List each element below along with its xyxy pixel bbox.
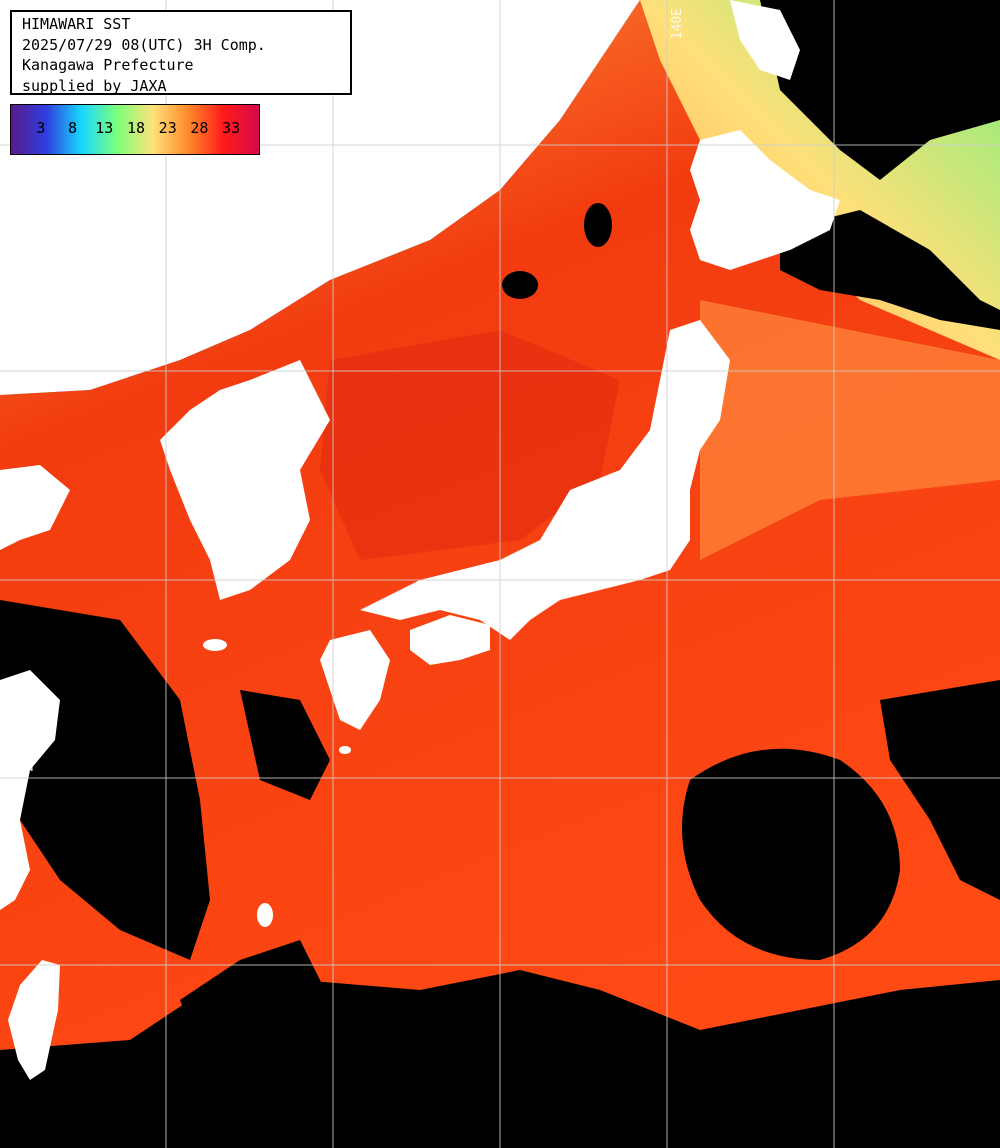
- observation-datetime: 2025/07/29 08(UTC) 3H Comp.: [22, 35, 266, 54]
- colorbar-tick-label: 13: [95, 119, 114, 137]
- colorbar-tick-label: 23: [158, 119, 177, 137]
- map-title: HIMAWARI SST: [22, 15, 131, 33]
- info-panel: HIMAWARI SST 2025/07/29 08(UTC) 3H Comp.…: [10, 10, 352, 95]
- taiwan-land: [8, 960, 60, 1080]
- warm-band-sanriku: [700, 300, 1000, 560]
- colorbar-tick-label: 8: [68, 119, 78, 137]
- region-label: Kanagawa Prefecture: [22, 56, 194, 74]
- colorbar-tick-label: 3: [36, 119, 46, 137]
- longitude-label-140e: 140E: [670, 8, 685, 40]
- temperature-colorbar: 3 8 13 18 23 28 33: [10, 104, 260, 155]
- colorbar-tick-label: 33: [222, 119, 241, 137]
- latitude-label-40n: 40N: [10, 352, 34, 367]
- colorbar-tick-label: 18: [126, 119, 146, 137]
- latitude-label-30n: 30N: [10, 760, 34, 775]
- land-mask: [0, 0, 840, 1080]
- data-credit: supplied by JAXA: [22, 76, 167, 95]
- colorbar-ticks: 3 8 13 18 23 28 33: [11, 119, 259, 139]
- hot-sea-of-japan: [320, 330, 620, 560]
- colorbar-tick-label: 28: [190, 119, 209, 137]
